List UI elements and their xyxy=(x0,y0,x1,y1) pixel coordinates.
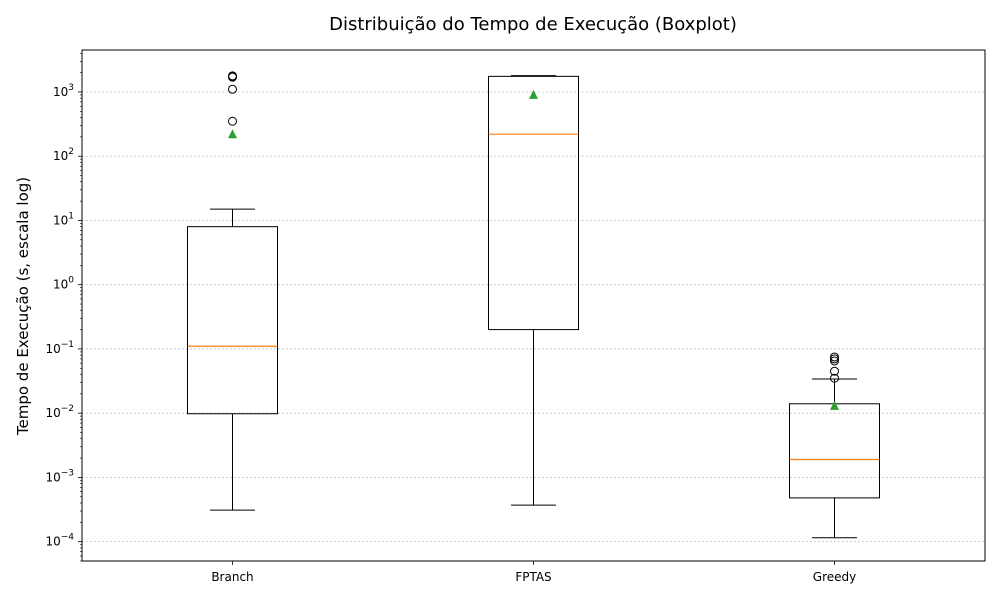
outlier-point xyxy=(228,71,237,81)
outlier-point xyxy=(830,366,839,376)
axis-layer: 10−4 10−3 10−2 10−1 100 101 102 103 Branch FPTAS G… xyxy=(45,49,986,584)
y-tick-label: 101 xyxy=(53,211,74,227)
box-iqr xyxy=(488,75,579,331)
outlier-point xyxy=(228,84,237,94)
x-tick-label: FPTAS xyxy=(515,570,551,584)
mean-marker xyxy=(830,400,839,410)
y-tick-label: 100 xyxy=(53,276,74,292)
chart-title: Distribuição do Tempo de Execução (Boxpl… xyxy=(329,14,737,35)
outlier-point xyxy=(830,354,839,364)
x-tick-label: Branch xyxy=(211,570,253,584)
x-tick-label: Greedy xyxy=(813,570,856,584)
y-tick-label: 103 xyxy=(53,83,74,99)
mean-marker xyxy=(228,129,237,139)
box-iqr xyxy=(789,403,880,499)
y-tick-label: 10−3 xyxy=(45,468,74,484)
grid-layer xyxy=(82,91,985,543)
y-axis-label: Tempo de Execução (s, escala log) xyxy=(14,177,32,436)
outlier-point xyxy=(830,356,839,366)
plot-frame xyxy=(81,49,986,562)
y-tick-label: 10−4 xyxy=(45,533,74,549)
box-greedy xyxy=(789,352,880,539)
outlier-point xyxy=(830,373,839,383)
outlier-point xyxy=(830,352,839,362)
box-layer xyxy=(187,71,880,539)
y-tick-label: 10−2 xyxy=(45,404,74,420)
mean-marker xyxy=(529,89,538,99)
box-fptas xyxy=(488,75,579,506)
outlier-point xyxy=(228,116,237,126)
y-tick-label: 102 xyxy=(53,147,74,163)
y-tick-label: 10−1 xyxy=(45,340,74,356)
box-branch xyxy=(187,71,278,511)
box-iqr xyxy=(187,226,278,415)
